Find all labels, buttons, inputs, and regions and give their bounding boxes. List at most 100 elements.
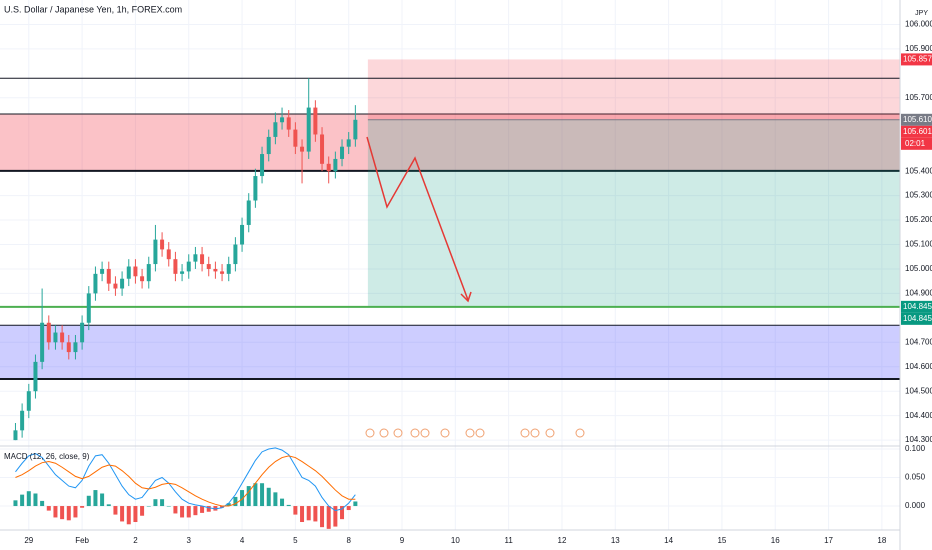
histogram-bar [313,506,318,522]
x-tick-label: 5 [293,536,298,545]
candle-body [66,342,71,353]
histogram-bar [220,506,225,508]
candle-body [300,146,305,152]
price-tag [901,300,932,313]
histogram-bar [306,506,311,521]
x-tick-label: 15 [717,536,726,545]
price-tag-label: 105.610 [903,115,932,124]
candle-body [200,254,205,265]
candle-body [106,268,111,284]
x-tick-label: 2 [133,536,138,545]
y-tick-label: 104.400 [905,411,932,420]
stop-area [367,59,900,120]
histogram-bar [280,498,285,507]
y-tick-label: 104.600 [905,362,932,371]
candle-body [266,136,271,155]
candle-body [186,261,191,272]
x-tick-label: Feb [75,536,89,545]
histogram-bar [120,506,125,522]
y-tick-label: 0.100 [905,444,926,453]
histogram-bar [133,506,138,523]
x-tick-label: 14 [664,536,673,545]
x-tick-label: 12 [558,536,567,545]
candle-body [20,410,25,431]
candle-body [193,254,198,262]
countdown-tag [901,137,932,150]
candle-body [40,322,45,362]
candle-body [53,332,58,343]
histogram-bar [113,506,118,515]
x-tick-label: 11 [504,536,513,545]
candle-body [113,283,118,289]
signal-line [15,455,356,507]
candle-body [120,278,125,289]
price-tag-label: 104.845 [903,302,932,311]
histogram-bar [26,491,31,507]
candle-body [46,322,51,343]
candle-body [73,342,78,353]
histogram-bar [146,506,151,507]
x-tick-label: 8 [346,536,351,545]
y-tick-label: 104.700 [905,337,932,346]
candle-body [260,154,265,177]
histogram-bar [193,506,198,516]
candle-body [280,117,285,123]
x-tick-label: 4 [240,536,245,545]
currency-label: JPY [915,10,928,17]
histogram-bar [346,506,351,511]
forecast-arrow [366,136,469,301]
price-tag [901,53,932,66]
price-tag-label: 104.845 [903,314,932,323]
candle-body [180,271,185,274]
x-tick-label: 18 [877,536,886,545]
x-tick-label: 29 [24,536,33,545]
histogram-bar [213,506,218,511]
histogram-bar [233,496,238,507]
candle-body [126,266,131,279]
histogram-bar [100,493,105,507]
y-tick-label: 104.500 [905,386,932,395]
chart-title: U.S. Dollar / Japanese Yen, 1h, FOREX.co… [4,4,182,14]
x-tick-label: 9 [400,536,405,545]
candle-body [253,176,258,201]
histogram-bar [246,486,251,507]
candle-body [26,391,31,411]
histogram-bar [266,487,271,507]
candle-body [206,264,211,269]
histogram-bar [173,506,178,514]
candle-body [100,268,105,274]
x-tick-label: 3 [187,536,192,545]
histogram-bar [353,501,358,507]
y-tick-label: 105.700 [905,93,932,102]
histogram-bar [53,506,58,518]
candle-body [340,146,345,159]
candle-body [233,244,238,265]
macd-line [15,447,356,512]
histogram-bar [106,504,111,507]
candle-body [226,264,231,274]
histogram-bar [73,506,78,518]
histogram-bar [86,495,91,507]
candle-body [333,158,338,172]
histogram-bar [186,506,191,518]
histogram-bar [226,503,231,507]
histogram-bar [60,506,65,520]
histogram-bar [200,506,205,513]
candle-body [93,273,98,294]
macd-label: MACD (12, 26, close, 9) [4,452,90,461]
histogram-bar [333,506,338,527]
price-tag [901,113,932,126]
y-tick-label: 105.400 [905,166,932,175]
countdown-label: 02:01 [905,139,926,148]
histogram-bar [46,506,51,511]
histogram-bar [320,506,325,528]
y-tick-label: 105.000 [905,264,932,273]
candle-body [313,107,318,135]
histogram-bar [206,506,211,512]
y-tick-label: 0.050 [905,473,926,482]
target-area [367,119,900,307]
price-tag [901,312,932,325]
histogram-bar [40,500,45,507]
event-icons [365,428,585,438]
x-tick-label: 10 [451,536,460,545]
